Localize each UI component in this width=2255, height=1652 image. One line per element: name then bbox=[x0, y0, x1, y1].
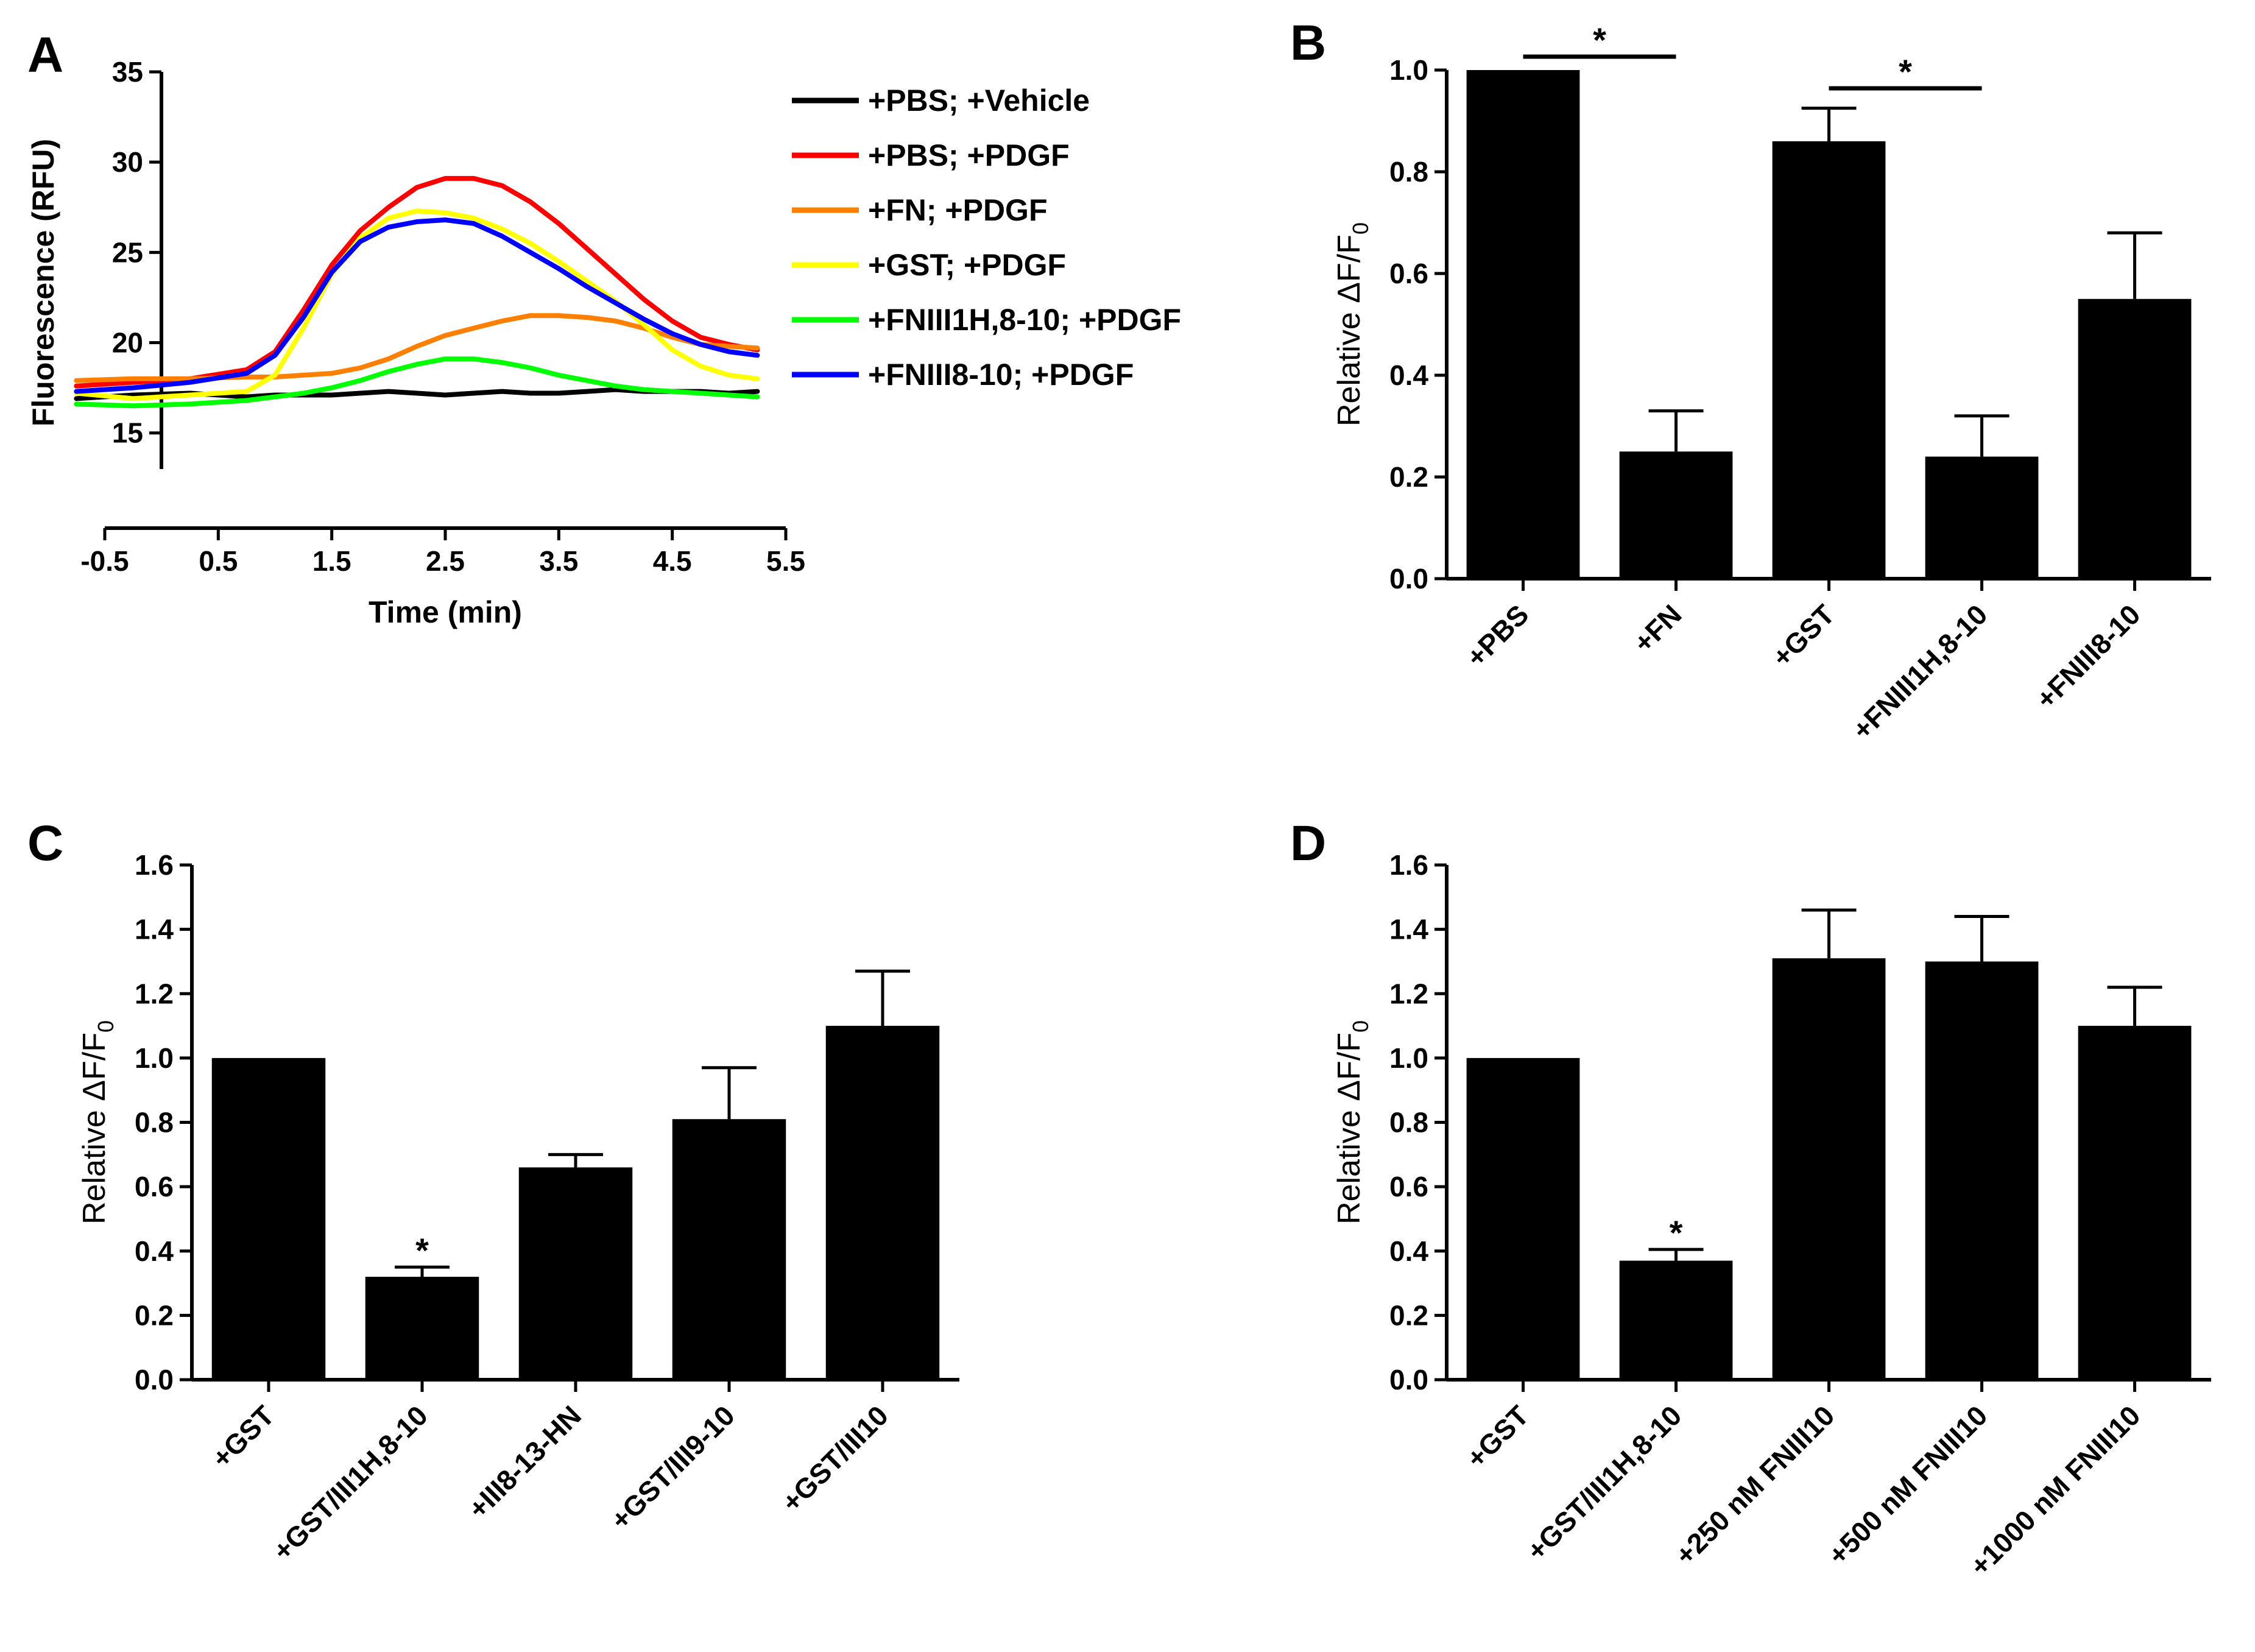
y-axis-title-subscript: 0 bbox=[93, 1020, 118, 1032]
bar-1000-nm-fniii10 bbox=[2078, 1026, 2192, 1380]
bar-gst bbox=[1466, 1057, 1580, 1380]
x-axis-title: Time (min) bbox=[369, 595, 522, 629]
bar-500-nm-fniii10 bbox=[1925, 961, 2039, 1380]
y-tick-label: 1.4 bbox=[135, 914, 174, 945]
y-tick-label: 0.8 bbox=[135, 1107, 174, 1138]
y-axis-title: Relative ΔF/F0 bbox=[1332, 222, 1373, 426]
legend-label-fniii8-10-pdgf: +FNIII8-10; +PDGF bbox=[868, 358, 1134, 392]
y-tick-label: 1.2 bbox=[1389, 978, 1428, 1009]
y-tick-label: 0.6 bbox=[1389, 258, 1428, 289]
y-axis-title: Relative ΔF/F0 bbox=[1332, 1020, 1373, 1224]
legend: +PBS; +Vehicle +PBS; +PDGF +FN; +PDGF +GST;… bbox=[792, 83, 1181, 392]
series-line-gst-pdgf bbox=[74, 208, 760, 401]
bar-gst-iii1h-8-10 bbox=[1619, 1260, 1733, 1380]
y-tick-label: 0.0 bbox=[135, 1364, 174, 1396]
x-tick-label: 5.5 bbox=[766, 545, 805, 577]
y-tick-label: 35 bbox=[112, 56, 143, 88]
legend-label-pbs-vehicle: +PBS; +Vehicle bbox=[868, 83, 1090, 118]
y-tick-label: 1.0 bbox=[1389, 54, 1428, 86]
x-tick-label: 2.5 bbox=[426, 545, 465, 577]
y-tick-label: 0.4 bbox=[1389, 1235, 1428, 1267]
bar-pbs bbox=[1466, 70, 1580, 579]
legend-label-fniii1h-8-10-pdgf: +FNIII1H,8-10; +PDGF bbox=[868, 303, 1181, 337]
x-tick-label: 0.5 bbox=[199, 545, 238, 577]
x-tick-label: 1.5 bbox=[312, 545, 351, 577]
panel-a-line-chart: 15 20 25 30 35 -0.5 0.5 1.5 2.5 3.5 4.5 5.5 Time (mi… bbox=[26, 56, 1181, 629]
significance-star: * bbox=[415, 1231, 429, 1269]
bar-gst-iii9-10 bbox=[672, 1119, 786, 1380]
y-tick-label: 0.4 bbox=[135, 1235, 174, 1267]
significance-star: * bbox=[1899, 52, 1912, 91]
y-axis-title: Fluorescence (RFU) bbox=[26, 139, 60, 426]
y-tick-label: 20 bbox=[112, 327, 143, 359]
bar-iii8-13-hn bbox=[518, 1167, 633, 1380]
y-tick-label: 0.4 bbox=[1389, 359, 1428, 391]
x-tick-label: 4.5 bbox=[653, 545, 692, 577]
y-axis-title-text: Relative ΔF/F bbox=[1332, 1032, 1367, 1224]
y-tick-label: 1.4 bbox=[1389, 914, 1428, 945]
y-tick-label: 30 bbox=[112, 146, 143, 178]
bar-gst bbox=[1772, 141, 1886, 579]
bar-gst bbox=[211, 1057, 326, 1380]
significance-star: * bbox=[1670, 1213, 1683, 1252]
y-tick-label: 0.0 bbox=[1389, 563, 1428, 595]
y-tick-label: 1.2 bbox=[135, 978, 174, 1009]
y-tick-label: 0.6 bbox=[1389, 1171, 1428, 1202]
bar-fniii1h-8-10 bbox=[1925, 456, 2039, 579]
bar-fniii8-10 bbox=[2078, 298, 2192, 579]
legend-label-pbs-pdgf: +PBS; +PDGF bbox=[868, 138, 1070, 172]
y-tick-label: 0.2 bbox=[135, 1299, 174, 1331]
series-line-fniii8-10-pdgf bbox=[74, 217, 760, 394]
y-tick-label: 0.8 bbox=[1389, 1107, 1428, 1138]
bar-fn bbox=[1619, 451, 1733, 579]
y-tick-label: 0.6 bbox=[135, 1171, 174, 1202]
x-tick-label: -0.5 bbox=[80, 545, 129, 577]
panel-label-c: C bbox=[27, 816, 63, 871]
y-tick-label: 0.8 bbox=[1389, 156, 1428, 188]
significance-star: * bbox=[1593, 21, 1606, 59]
bar-gst-iii1h-8-10 bbox=[365, 1277, 479, 1380]
y-axis-title: Relative ΔF/F0 bbox=[77, 1020, 118, 1224]
series-line-pbs-pdgf bbox=[74, 175, 760, 389]
panel-label-b: B bbox=[1290, 15, 1326, 71]
y-tick-label: 1.6 bbox=[1389, 849, 1428, 881]
series-line-fn-pdgf bbox=[74, 313, 760, 383]
y-tick-label: 1.0 bbox=[135, 1042, 174, 1074]
panel-label-a: A bbox=[27, 27, 63, 83]
legend-label-fn-pdgf: +FN; +PDGF bbox=[868, 193, 1047, 227]
y-tick-label: 1.0 bbox=[1389, 1042, 1428, 1074]
y-axis-title-text: Relative ΔF/F bbox=[1332, 235, 1367, 426]
x-tick-label: 3.5 bbox=[539, 545, 578, 577]
y-axis-title-text: Relative ΔF/F bbox=[77, 1032, 112, 1224]
y-tick-label: 0.2 bbox=[1389, 1299, 1428, 1331]
series-line-fniii1h-8-10-pdgf bbox=[74, 356, 760, 409]
bar-250-nm-fniii10 bbox=[1772, 958, 1886, 1380]
y-tick-label: 0.2 bbox=[1389, 461, 1428, 493]
y-axis-title-subscript: 0 bbox=[1348, 1020, 1373, 1032]
bar-gst-iii10 bbox=[825, 1026, 940, 1380]
y-tick-label: 0.0 bbox=[1389, 1364, 1428, 1396]
y-tick-label: 15 bbox=[112, 417, 143, 449]
panel-label-d: D bbox=[1290, 816, 1326, 871]
y-tick-label: 25 bbox=[112, 236, 143, 268]
legend-label-gst-pdgf: +GST; +PDGF bbox=[868, 248, 1066, 282]
y-tick-label: 1.6 bbox=[135, 849, 174, 881]
y-axis-title-subscript: 0 bbox=[1348, 222, 1373, 235]
